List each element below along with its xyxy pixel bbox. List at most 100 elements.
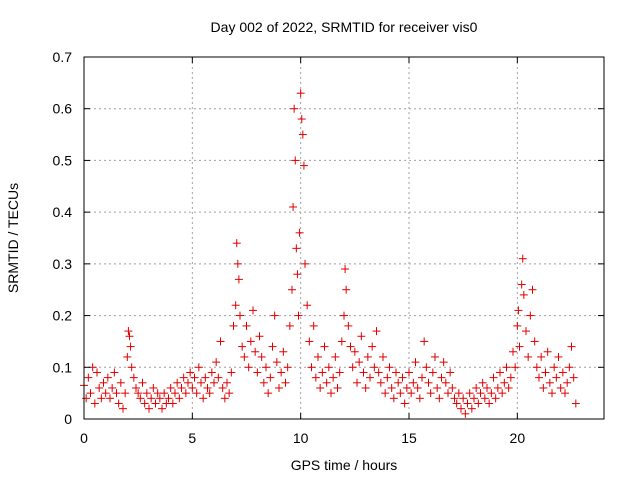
data-point (301, 259, 309, 268)
data-point (502, 363, 511, 372)
data-point (168, 399, 177, 408)
data-point (320, 342, 329, 351)
data-point (275, 383, 283, 392)
data-point (571, 399, 580, 408)
data-point (448, 383, 457, 392)
data-point (93, 368, 101, 377)
data-point (298, 130, 307, 139)
x-tick-label: 5 (188, 430, 196, 446)
y-tick-label: 0.3 (53, 256, 73, 272)
data-point (383, 373, 392, 382)
data-point (418, 373, 426, 382)
data-point (179, 373, 188, 382)
data-point (541, 368, 550, 377)
x-tick-label: 10 (293, 430, 309, 446)
data-point (103, 373, 112, 382)
data-point (361, 383, 370, 392)
data-point (450, 394, 459, 403)
data-point (363, 352, 372, 361)
x-tick-label: 15 (401, 430, 417, 446)
data-point (114, 399, 123, 408)
grid (84, 57, 604, 419)
data-point (210, 378, 218, 387)
data-point (474, 399, 483, 408)
data-point (335, 368, 344, 377)
data-point (515, 342, 524, 351)
data-point (478, 378, 487, 387)
data-point (498, 389, 507, 398)
data-point (424, 378, 433, 387)
data-point (405, 368, 413, 377)
data-point (214, 373, 223, 382)
data-point (392, 368, 400, 377)
data-point (324, 363, 333, 372)
data-point (355, 358, 364, 367)
data-point (207, 368, 216, 377)
data-point (259, 378, 268, 387)
y-tick-label: 0 (64, 411, 72, 427)
data-point (238, 342, 247, 351)
data-point (357, 332, 366, 341)
chart-title: Day 002 of 2022, SRMTID for receiver vis… (211, 19, 478, 35)
data-point (535, 373, 543, 382)
data-point (101, 389, 110, 398)
data-point (346, 342, 355, 351)
data-point (145, 404, 153, 413)
data-point (296, 89, 305, 98)
data-point (441, 378, 450, 387)
data-point (518, 254, 527, 263)
data-point (318, 368, 327, 377)
data-point (134, 389, 143, 398)
data-point (126, 342, 135, 351)
data-point (95, 383, 104, 392)
data-point (233, 259, 242, 268)
data-point (299, 161, 308, 170)
data-point (285, 321, 294, 330)
data-point (149, 383, 158, 392)
data-point (218, 383, 227, 392)
data-point (433, 383, 442, 392)
axis-ticks: 0 0.1 0.2 0.3 0.4 0.5 0.6 0.7 0 5 10 15 20 (53, 49, 604, 446)
data-point (116, 378, 125, 387)
data-point (84, 373, 93, 382)
data-point (277, 368, 286, 377)
y-tick-label: 0.5 (53, 152, 73, 168)
data-point (530, 337, 539, 346)
data-point (314, 352, 322, 361)
data-point (283, 363, 292, 372)
data-point (470, 394, 478, 403)
data-point (446, 368, 455, 377)
data-point (199, 394, 208, 403)
data-point (368, 342, 377, 351)
data-point (500, 378, 509, 387)
data-point (119, 404, 127, 413)
data-point (158, 404, 166, 413)
data-point (303, 301, 312, 310)
data-point (489, 373, 498, 382)
data-point (216, 337, 225, 346)
data-point (480, 394, 489, 403)
data-point (409, 378, 418, 387)
y-axis-label: SRMTID / TECUs (5, 183, 21, 293)
data-point (249, 306, 257, 315)
data-point (82, 394, 91, 403)
data-point (140, 399, 149, 408)
data-point (151, 399, 160, 408)
data-point (147, 394, 156, 403)
data-point (407, 389, 416, 398)
data-point (292, 244, 301, 253)
data-point (99, 378, 108, 387)
data-point (461, 409, 470, 418)
data-point (483, 383, 491, 392)
data-point (413, 383, 422, 392)
data-point (106, 394, 114, 403)
data-point (295, 228, 304, 237)
data-point (522, 327, 530, 336)
data-point (374, 368, 383, 377)
data-point (307, 363, 316, 372)
data-point (457, 404, 465, 413)
data-point (108, 383, 117, 392)
data-point (341, 265, 350, 274)
data-point (476, 389, 485, 398)
